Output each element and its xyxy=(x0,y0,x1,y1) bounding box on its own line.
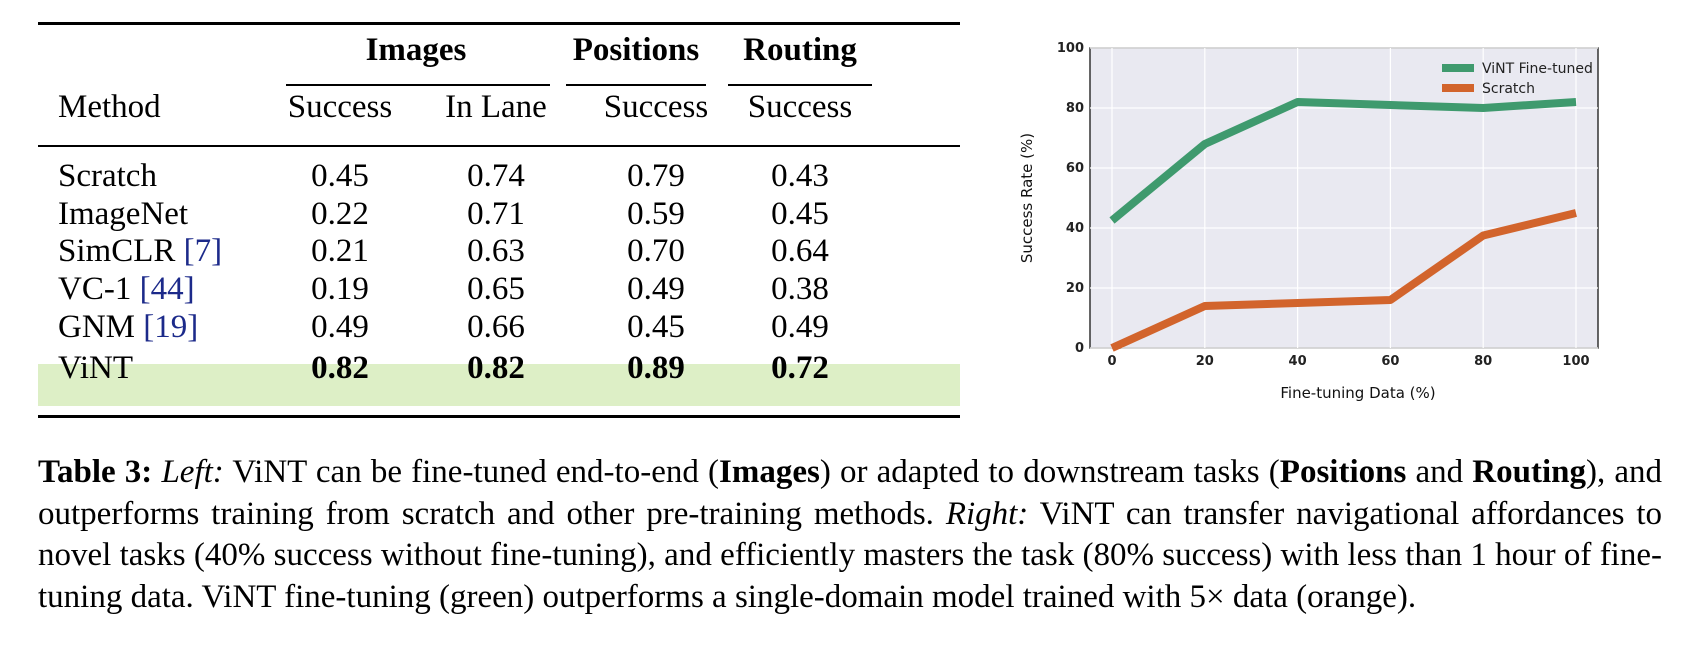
cell-images-success: 0.21 xyxy=(311,233,369,270)
y-tick-label: 100 xyxy=(1057,41,1084,56)
cell-positions-success: 0.45 xyxy=(627,308,685,345)
y-tick-label: 40 xyxy=(1066,221,1084,236)
caption-text-2: ) or adapted to downstream tasks ( xyxy=(819,454,1280,490)
method-name: VC-1 xyxy=(58,271,140,308)
x-tick-label: 60 xyxy=(1381,354,1399,369)
cell-in-lane: 0.66 xyxy=(467,308,525,345)
header-positions-success: Success xyxy=(603,89,709,125)
group-header-positions: Positions xyxy=(572,32,700,68)
cell-images-success: 0.49 xyxy=(311,308,369,345)
cell-positions-success: 0.49 xyxy=(627,271,685,308)
header-images-success: Success xyxy=(287,89,393,125)
table-caption: Table 3: Left: ViNT can be fine-tuned en… xyxy=(38,452,1662,618)
cell-in-lane: 0.65 xyxy=(467,271,525,308)
caption-bold-positions: Positions xyxy=(1279,454,1407,490)
row-method-3: VC-1 [44] xyxy=(58,271,195,307)
legend-label-1: Scratch xyxy=(1482,81,1535,97)
row-method-2: SimCLR [7] xyxy=(58,233,222,269)
cell-images-success: 0.19 xyxy=(311,271,369,308)
cell-routing-success: 0.38 xyxy=(771,271,829,308)
x-tick-label: 40 xyxy=(1289,354,1307,369)
vint-row-highlight xyxy=(38,364,960,406)
cell-in-lane: 0.74 xyxy=(467,158,525,194)
header-in-lane: In Lane xyxy=(445,89,547,125)
cell-images-success: 0.45 xyxy=(311,158,369,194)
routing-group-rule xyxy=(728,84,872,86)
method-name: Scratch xyxy=(58,158,157,194)
citation-link[interactable]: [44] xyxy=(139,271,195,308)
cell-in-lane: 0.71 xyxy=(467,195,525,232)
x-tick-label: 0 xyxy=(1107,354,1116,369)
table-bottom-rule xyxy=(38,415,960,418)
x-tick-label: 20 xyxy=(1196,354,1214,369)
caption-bold-images: Images xyxy=(719,454,820,490)
cell-in-lane: 0.82 xyxy=(467,349,525,386)
method-name: ImageNet xyxy=(58,195,189,232)
citation-link[interactable]: [7] xyxy=(183,233,223,270)
group-header-routing: Routing xyxy=(743,32,857,68)
header-method: Method xyxy=(58,89,161,125)
series-line-0 xyxy=(1109,98,1577,224)
cell-in-lane: 0.63 xyxy=(467,233,525,270)
cell-positions-success: 0.59 xyxy=(627,195,685,232)
cell-routing-success: 0.64 xyxy=(771,233,829,270)
y-axis-label: Success Rate (%) xyxy=(1018,133,1036,263)
caption-text-3: and xyxy=(1406,454,1473,490)
row-method-0: Scratch xyxy=(58,158,157,194)
positions-group-rule xyxy=(566,84,706,86)
cell-positions-success: 0.70 xyxy=(627,233,685,270)
citation-link[interactable]: [19] xyxy=(143,308,199,345)
caption-right-marker: Right: xyxy=(945,495,1029,532)
cell-routing-success: 0.45 xyxy=(771,195,829,232)
y-tick-label: 60 xyxy=(1066,161,1084,176)
x-tick-label: 100 xyxy=(1562,354,1589,369)
images-group-rule xyxy=(286,84,550,86)
x-axis-label: Fine-tuning Data (%) xyxy=(1280,384,1435,402)
cell-images-success: 0.82 xyxy=(311,349,369,386)
row-method-5: ViNT xyxy=(58,350,133,386)
y-tick-label: 80 xyxy=(1066,101,1084,116)
y-tick-label: 20 xyxy=(1066,281,1084,296)
table-top-rule xyxy=(38,22,960,25)
cell-routing-success: 0.72 xyxy=(771,349,829,386)
method-name: SimCLR xyxy=(58,233,184,270)
x-tick-label: 80 xyxy=(1474,354,1492,369)
caption-bold-routing: Routing xyxy=(1472,454,1586,490)
method-name: ViNT xyxy=(58,349,134,386)
caption-text-4: ), and outperforms training from scratch… xyxy=(38,454,1663,532)
legend-label-0: ViNT Fine-tuned xyxy=(1482,61,1593,77)
table-header-rule xyxy=(38,145,960,147)
caption-text-1: ViNT can be fine-tuned end-to-end ( xyxy=(223,454,719,490)
row-method-1: ImageNet xyxy=(58,196,188,232)
y-tick-label: 0 xyxy=(1075,341,1084,356)
cell-routing-success: 0.49 xyxy=(771,308,829,345)
caption-paragraph: Table 3: Left: ViNT can be fine-tuned en… xyxy=(38,452,1662,618)
method-name: GNM xyxy=(58,308,144,345)
row-method-4: GNM [19] xyxy=(58,309,198,345)
cell-routing-success: 0.43 xyxy=(771,158,829,194)
caption-label: Table 3: xyxy=(38,454,153,490)
group-header-images: Images xyxy=(365,32,467,68)
cell-positions-success: 0.89 xyxy=(627,349,685,386)
series-line-1 xyxy=(1110,209,1577,352)
caption-left-marker: Left: xyxy=(161,454,224,490)
results-table: Images Positions Routing Method Success … xyxy=(38,22,960,418)
cell-positions-success: 0.79 xyxy=(627,158,685,194)
header-routing-success: Success xyxy=(747,89,853,125)
caption-text-5: ViNT can transfer navigational affordanc… xyxy=(38,495,1662,615)
cell-images-success: 0.22 xyxy=(311,195,369,232)
success-rate-chart: 0 20 40 60 80 100 0 20 40 60 80 100 Fine-tuning Data… xyxy=(1018,41,1599,402)
